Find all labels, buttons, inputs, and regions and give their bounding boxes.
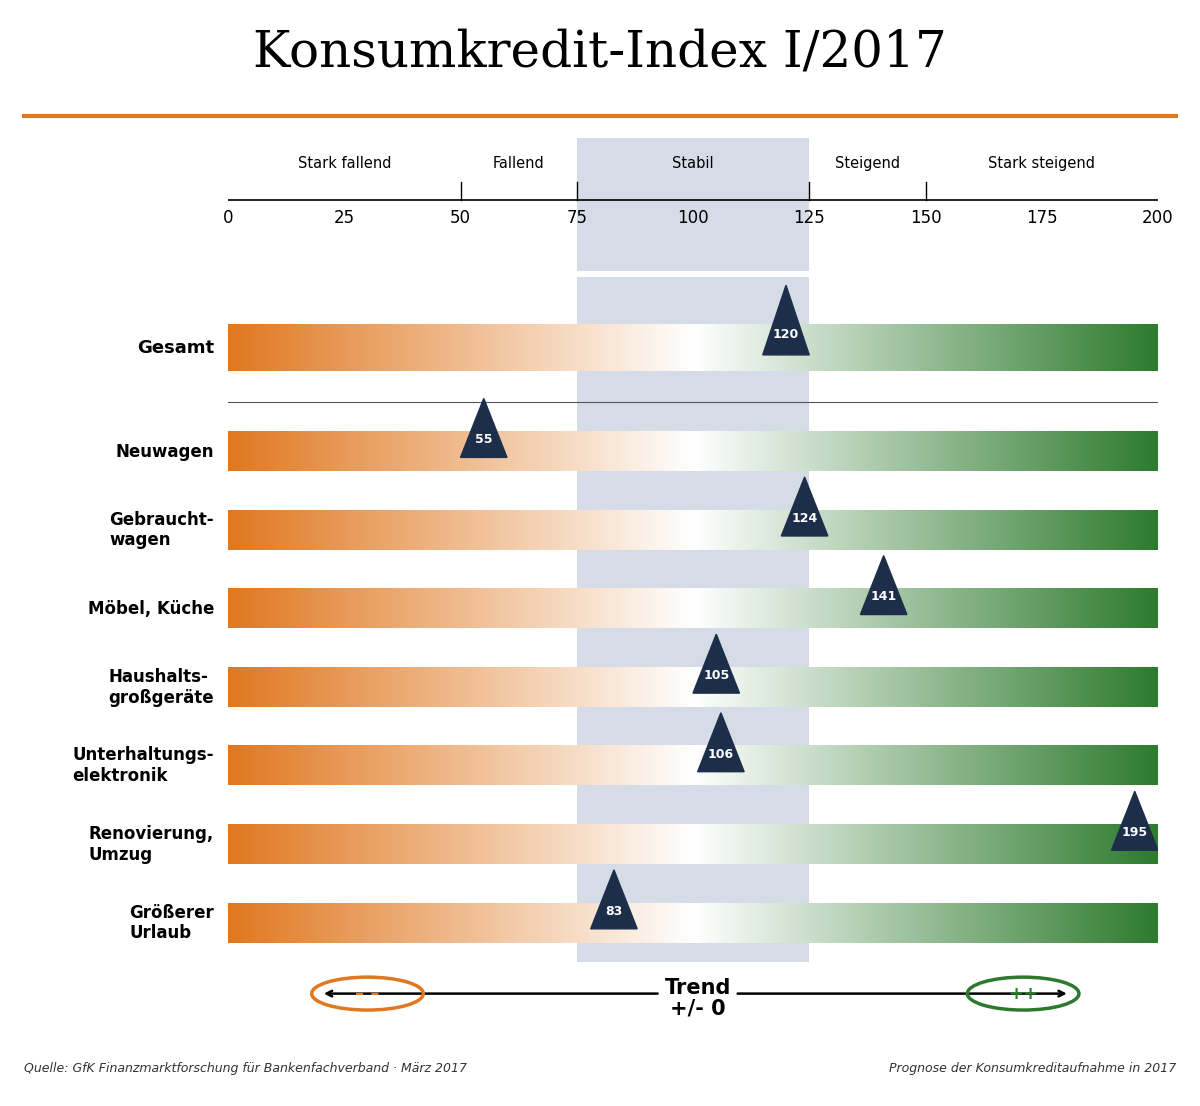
Text: Steigend: Steigend <box>835 156 900 171</box>
Text: 25: 25 <box>334 209 355 227</box>
Text: 106: 106 <box>708 748 734 761</box>
Text: Gebraucht-
wagen: Gebraucht- wagen <box>109 511 214 550</box>
Text: Stark fallend: Stark fallend <box>298 156 391 171</box>
Text: Konsumkredit-Index I/2017: Konsumkredit-Index I/2017 <box>253 28 947 77</box>
Text: 200: 200 <box>1142 209 1174 227</box>
Text: Renovierung,
Umzug: Renovierung, Umzug <box>89 825 214 864</box>
Text: Haushalts-
großgeräte: Haushalts- großgeräte <box>108 668 214 707</box>
Bar <box>577 138 809 271</box>
Text: 105: 105 <box>703 669 730 682</box>
Bar <box>577 276 809 962</box>
Polygon shape <box>694 634 739 693</box>
Text: 120: 120 <box>773 327 799 341</box>
Text: Prognose der Konsumkreditaufnahme in 2017: Prognose der Konsumkreditaufnahme in 201… <box>889 1062 1176 1075</box>
Text: ++: ++ <box>1008 984 1038 1003</box>
Text: Größerer
Urlaub: Größerer Urlaub <box>130 904 214 942</box>
Polygon shape <box>461 398 508 458</box>
Text: 83: 83 <box>605 905 623 918</box>
Text: 0: 0 <box>223 209 233 227</box>
Text: – –: – – <box>355 984 379 1003</box>
Text: Gesamt: Gesamt <box>137 338 214 357</box>
Text: Stark steigend: Stark steigend <box>989 156 1096 171</box>
Polygon shape <box>781 477 828 536</box>
Polygon shape <box>590 870 637 929</box>
Text: 124: 124 <box>792 512 817 524</box>
Text: 195: 195 <box>1122 826 1148 839</box>
Text: Möbel, Küche: Möbel, Küche <box>88 599 214 617</box>
Text: Neuwagen: Neuwagen <box>115 442 214 460</box>
Polygon shape <box>860 555 907 615</box>
Text: Stabil: Stabil <box>672 156 714 171</box>
Text: 141: 141 <box>870 591 896 604</box>
Text: 150: 150 <box>910 209 941 227</box>
Text: Quelle: GfK Finanzmarktforschung für Bankenfachverband · März 2017: Quelle: GfK Finanzmarktforschung für Ban… <box>24 1062 467 1075</box>
Text: 50: 50 <box>450 209 470 227</box>
Text: 55: 55 <box>475 434 492 446</box>
Polygon shape <box>1111 791 1158 851</box>
Text: 100: 100 <box>677 209 709 227</box>
Polygon shape <box>763 285 809 355</box>
Text: 75: 75 <box>566 209 587 227</box>
Text: Unterhaltungs-
elektronik: Unterhaltungs- elektronik <box>72 747 214 785</box>
Text: 175: 175 <box>1026 209 1057 227</box>
Text: Trend: Trend <box>665 978 731 998</box>
Polygon shape <box>697 712 744 772</box>
Text: +/- 0: +/- 0 <box>670 999 726 1019</box>
Text: Fallend: Fallend <box>493 156 545 171</box>
Text: 125: 125 <box>793 209 826 227</box>
